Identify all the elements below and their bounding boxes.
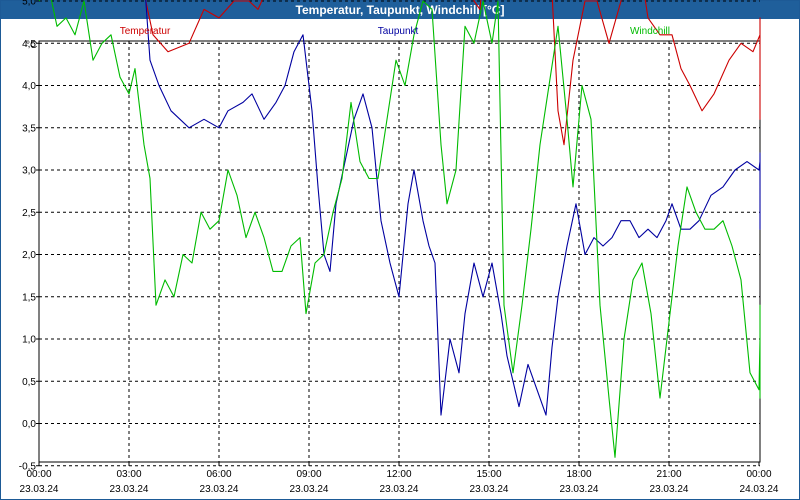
y-tick-label: 1,5 xyxy=(22,292,36,303)
x-tick-time: 15:00 xyxy=(476,469,501,480)
x-tick-time: 06:00 xyxy=(206,469,231,480)
x-tick-time: 09:00 xyxy=(296,469,321,480)
y-tick-label: 3,5 xyxy=(22,123,36,134)
x-tick-date: 23.03.24 xyxy=(650,484,689,495)
x-tick-date: 23.03.24 xyxy=(290,484,329,495)
x-tick-date: 23.03.24 xyxy=(380,484,419,495)
x-tick-time: 03:00 xyxy=(116,469,141,480)
x-tick-date: 24.03.24 xyxy=(740,484,779,495)
y-tick-label: 2,5 xyxy=(22,208,36,219)
y-tick-label: -0,5 xyxy=(19,461,37,472)
x-tick-date: 23.03.24 xyxy=(110,484,149,495)
y-tick-label: 3,0 xyxy=(22,166,36,177)
x-tick-time: 00:00 xyxy=(26,469,51,480)
y-tick-label: 1,0 xyxy=(22,335,36,346)
legend-entry-taupunkt: Taupunkt xyxy=(378,26,419,37)
x-tick-date: 23.03.24 xyxy=(200,484,239,495)
y-axis-ticks: -0,50,00,51,01,52,02,53,03,54,04,55,05,5… xyxy=(19,0,39,472)
x-tick-time: 18:00 xyxy=(566,469,591,480)
legend-entry-windchill: Windchill xyxy=(630,26,670,37)
legend-entry-temperatur: Temperatur xyxy=(120,26,171,37)
chart-title: Temperatur, Taupunkt, Windchill [°C] xyxy=(1,1,799,19)
series-lines xyxy=(38,0,761,458)
x-tick-date: 23.03.24 xyxy=(20,484,59,495)
series-line-windchill xyxy=(38,0,761,458)
x-tick-time: 21:00 xyxy=(656,469,681,480)
x-tick-date: 23.03.24 xyxy=(560,484,599,495)
y-tick-label: 4,0 xyxy=(22,81,36,92)
x-axis-ticks: 00:00 23.03.24 03:00 23.03.24 06:00 23.03.24 0… xyxy=(20,462,779,495)
series-line-temperatur xyxy=(145,0,761,146)
legend: Temperatur Taupunkt Windchill xyxy=(120,26,670,37)
y-tick-label: 5,0 xyxy=(22,0,36,8)
x-tick-time: 00:00 xyxy=(746,469,771,480)
y-tick-label: 2,0 xyxy=(22,250,36,261)
y-tick-label: 0,5 xyxy=(22,377,36,388)
y-tick-label: 4,5 xyxy=(22,39,36,50)
x-tick-time: 12:00 xyxy=(386,469,411,480)
y-tick-label: 0,0 xyxy=(22,419,36,430)
y-unit-label: °C xyxy=(26,40,37,51)
series-line-taupunkt xyxy=(145,0,761,416)
x-tick-date: 23.03.24 xyxy=(470,484,509,495)
